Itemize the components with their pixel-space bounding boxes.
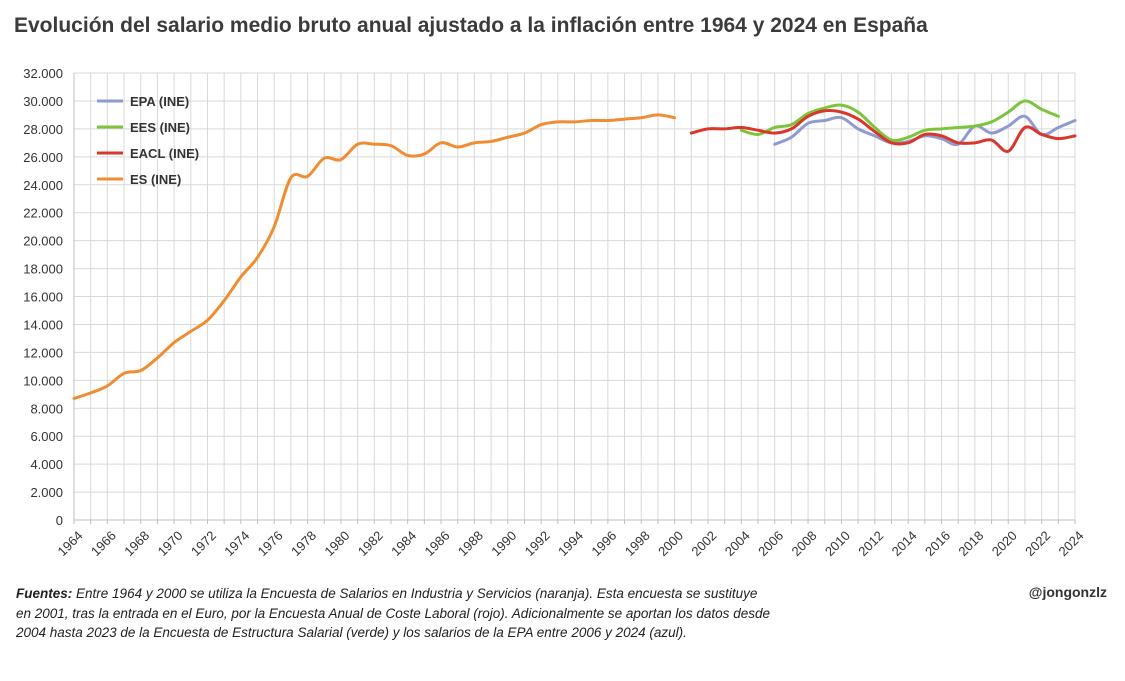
y-tick-label: 12.000 xyxy=(23,345,63,360)
y-tick-label: 2.000 xyxy=(30,485,63,500)
x-tick-label: 1982 xyxy=(355,528,386,559)
x-tick-label: 1998 xyxy=(622,528,653,559)
axes: 0 2.000 4.000 6.000 8.000 10.000 12.000 14.000 1… xyxy=(23,66,1086,559)
y-tick-label: 20.000 xyxy=(23,234,63,249)
x-tick-label: 1966 xyxy=(88,528,119,559)
x-tick-label: 2018 xyxy=(955,528,986,559)
x-tick-label: 1990 xyxy=(488,528,519,559)
series-lines xyxy=(72,99,1077,400)
x-tick-label: 2014 xyxy=(889,528,920,559)
x-tick-label: 1976 xyxy=(255,528,286,559)
y-tick-label: 0 xyxy=(56,513,63,528)
x-tick-label: 2024 xyxy=(1055,528,1086,559)
series-line-eacl xyxy=(689,108,1077,153)
x-tick-label: 1984 xyxy=(388,528,419,559)
x-tick-label: 1996 xyxy=(588,528,619,559)
y-tick-label: 4.000 xyxy=(30,457,63,472)
y-tick-label: 14.000 xyxy=(23,317,63,332)
y-tick-label: 32.000 xyxy=(23,66,63,81)
y-tick-label: 10.000 xyxy=(23,373,63,388)
x-tick-label: 1980 xyxy=(321,528,352,559)
y-tick-label: 18.000 xyxy=(23,262,63,277)
chart-title: Evolución del salario medio bruto anual … xyxy=(14,14,928,37)
y-tick-label: 26.000 xyxy=(23,150,63,165)
y-tick-label: 22.000 xyxy=(23,206,63,221)
legend-label-ees: EES (INE) xyxy=(130,120,190,135)
y-tick-label: 24.000 xyxy=(23,178,63,193)
x-tick-label: 1972 xyxy=(188,528,219,559)
x-tick-label: 1970 xyxy=(155,528,186,559)
legend-label-eacl: EACL (INE) xyxy=(130,146,199,161)
x-tick-label: 1978 xyxy=(288,528,319,559)
x-tick-label: 2022 xyxy=(1022,528,1053,559)
series-line-es xyxy=(72,113,677,400)
x-tick-label: 2012 xyxy=(855,528,886,559)
x-tick-label: 2002 xyxy=(688,528,719,559)
y-tick-label: 16.000 xyxy=(23,290,63,305)
x-tick-label: 1964 xyxy=(54,528,85,559)
footnote-text: Entre 1964 y 2000 se utiliza la Encuesta… xyxy=(16,586,770,640)
y-tick-label: 30.000 xyxy=(23,94,63,109)
footnote-label: Fuentes: xyxy=(16,586,73,601)
legend-label-es: ES (INE) xyxy=(130,172,181,187)
line-chart: 0 2.000 4.000 6.000 8.000 10.000 12.000 14.000 1… xyxy=(23,66,1086,559)
author-handle: @jongonzlz xyxy=(1028,584,1107,600)
x-tick-label: 1968 xyxy=(121,528,152,559)
x-tick-label: 2008 xyxy=(789,528,820,559)
x-tick-label: 2010 xyxy=(822,528,853,559)
x-tick-label: 1994 xyxy=(555,528,586,559)
x-tick-label: 1988 xyxy=(455,528,486,559)
y-tick-label: 6.000 xyxy=(30,429,63,444)
x-tick-label: 1992 xyxy=(522,528,553,559)
x-tick-label: 1986 xyxy=(422,528,453,559)
legend: EPA (INE) EES (INE) EACL (INE) ES (INE) xyxy=(97,94,199,187)
legend-label-epa: EPA (INE) xyxy=(130,94,189,109)
x-tick-label: 2020 xyxy=(989,528,1020,559)
series-line-ees xyxy=(739,99,1060,143)
x-tick-label: 1974 xyxy=(221,528,252,559)
sources-footnote: Fuentes: Entre 1964 y 2000 se utiliza la… xyxy=(16,584,776,643)
x-tick-label: 2004 xyxy=(722,528,753,559)
x-tick-label: 2016 xyxy=(922,528,953,559)
x-tick-label: 2006 xyxy=(755,528,786,559)
grid xyxy=(73,72,1076,521)
y-tick-label: 28.000 xyxy=(23,122,63,137)
x-tick-label: 2000 xyxy=(655,528,686,559)
y-tick-label: 8.000 xyxy=(30,401,63,416)
